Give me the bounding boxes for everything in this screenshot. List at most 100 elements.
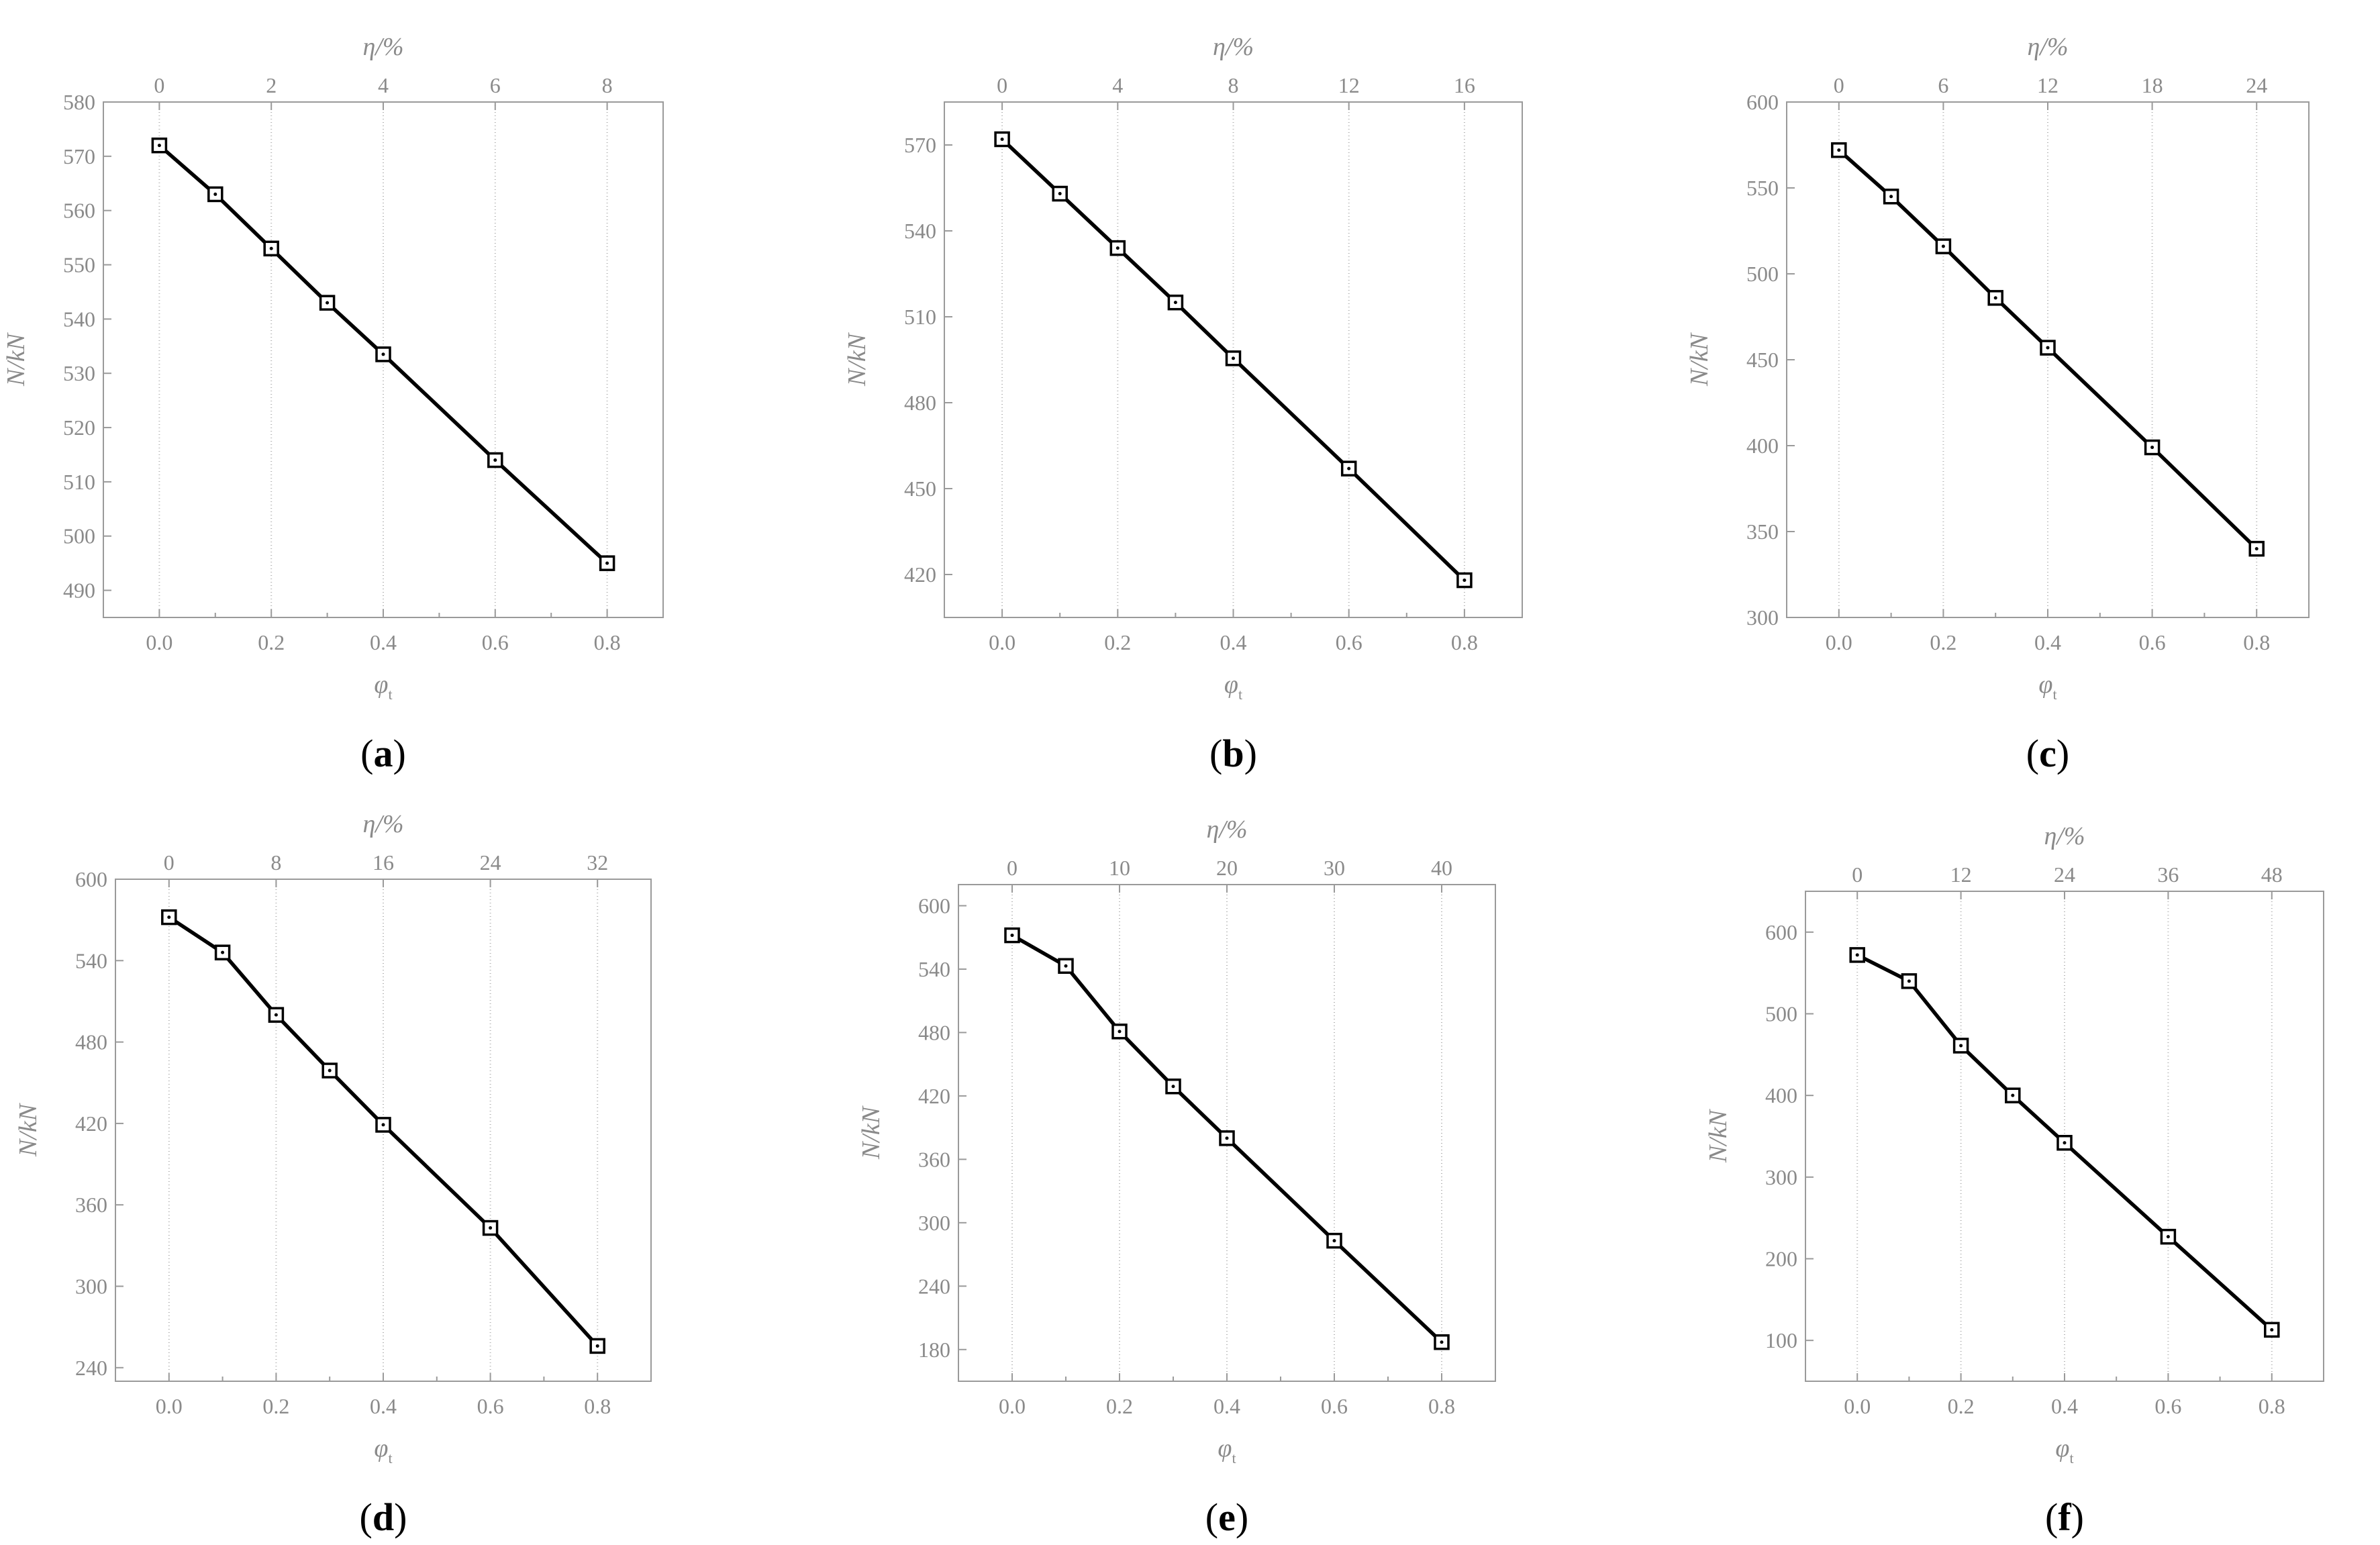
y-tick-label: 500 [63,524,95,548]
y-tick-label: 550 [1746,176,1779,200]
data-point-dot [167,915,171,919]
top-tick-label: 32 [587,850,608,875]
x-axis-title: φt [1224,670,1242,703]
data-point-dot [2270,1328,2274,1332]
data-point-dot [1462,579,1467,583]
panel-label: (c) [2026,732,2069,775]
y-axis-title: N/kN [857,1105,885,1160]
x-tick-label: 0.2 [262,1394,289,1418]
y-tick-label: 400 [1765,1083,1797,1107]
data-point-dot [1118,1030,1122,1034]
y-tick-label: 510 [63,470,95,494]
data-point-dot [1173,301,1177,305]
top-tick-label: 2 [266,73,277,97]
y-tick-label: 240 [918,1274,950,1298]
data-point-dot [2011,1093,2015,1097]
data-point-dot [1000,137,1004,141]
y-tick-label: 570 [904,133,936,157]
y-tick-label: 540 [75,948,107,973]
top-tick-label: 6 [1938,73,1948,97]
y-tick-label: 360 [75,1193,107,1217]
x-axis-title: φt [1218,1434,1236,1466]
data-point-dot [1010,934,1014,938]
x-axis-title: φt [374,670,392,703]
top-tick-label: 8 [1228,73,1239,97]
data-point-dot [213,192,217,196]
y-axis-title: N/kN [2,332,30,387]
x-tick-label: 0.0 [1826,630,1852,654]
top-tick-label: 10 [1109,856,1130,880]
top-tick-label: 8 [602,73,613,97]
y-tick-label: 240 [75,1356,107,1380]
data-point-dot [1064,964,1068,968]
x-tick-label: 0.2 [1948,1394,1975,1418]
y-tick-label: 560 [63,199,95,223]
y-axis-title: N/kN [14,1102,42,1157]
data-point-dot [1347,466,1351,470]
x-tick-label: 0.6 [482,630,509,654]
y-tick-label: 480 [75,1030,107,1054]
data-point-dot [1993,296,1997,300]
y-tick-label: 360 [918,1147,950,1171]
x-tick-label: 0.0 [146,630,172,654]
x-axis-title: φt [2055,1434,2073,1466]
y-tick-label: 600 [1765,920,1797,944]
top-tick-label: 48 [2261,862,2283,887]
y-tick-label: 550 [63,253,95,277]
y-tick-label: 480 [918,1020,950,1044]
top-axis-title: η/% [1206,815,1247,844]
top-tick-label: 30 [1324,856,1345,880]
x-tick-label: 0.6 [1336,630,1362,654]
y-tick-label: 480 [904,391,936,415]
top-tick-label: 0 [1834,73,1844,97]
top-axis-title: η/% [362,33,403,61]
top-tick-label: 36 [2157,862,2179,887]
y-tick-label: 600 [75,867,107,891]
data-point-dot [1889,195,1893,199]
panel-label: (f) [2045,1495,2084,1539]
x-tick-label: 0.6 [2154,1394,2181,1418]
y-tick-label: 400 [1746,434,1779,458]
data-point-dot [274,1013,278,1017]
y-tick-label: 180 [918,1338,950,1362]
y-tick-label: 540 [904,219,936,243]
data-point-dot [381,352,385,356]
x-tick-label: 0.8 [584,1394,611,1418]
data-point-dot [381,1123,385,1127]
y-tick-label: 420 [75,1111,107,1136]
top-tick-label: 4 [378,73,389,97]
x-axis-title: φt [374,1434,392,1466]
data-point-dot [2063,1141,2067,1145]
top-tick-label: 0 [1007,856,1018,880]
x-tick-label: 0.6 [1321,1394,1348,1418]
x-tick-label: 0.4 [1213,1394,1240,1418]
y-tick-label: 600 [918,893,950,917]
data-point-dot [1058,192,1062,196]
data-point-dot [2166,1235,2170,1239]
y-tick-label: 420 [904,562,936,587]
top-tick-label: 0 [997,73,1007,97]
data-point-dot [326,301,330,305]
y-tick-label: 530 [63,361,95,385]
x-tick-label: 0.8 [2243,630,2270,654]
x-tick-label: 0.0 [156,1394,183,1418]
top-tick-label: 12 [1950,862,1972,887]
y-tick-label: 540 [918,957,950,981]
chart-panel-a: 0.0 0.2 0.4 0.6 0.8 0 2 4 6 8 490 500 510 520 530 540 55… [2,33,664,775]
data-point-dot [2046,346,2050,350]
data-point-dot [1907,979,1911,983]
x-tick-label: 0.8 [594,630,621,654]
x-tick-label: 0.0 [999,1394,1026,1418]
x-tick-label: 0.8 [2259,1394,2285,1418]
top-tick-label: 18 [2142,73,2163,97]
chart-panel-e: 0.0 0.2 0.4 0.6 0.8 0 10 20 30 40 180 240 300 360 420 4… [857,815,1496,1539]
panel-label: (a) [360,732,406,775]
data-point-dot [328,1068,332,1073]
y-tick-label: 200 [1765,1247,1797,1271]
data-point-dot [1440,1340,1444,1344]
data-point-dot [1941,244,1945,248]
y-tick-label: 600 [1746,90,1779,114]
x-tick-label: 0.4 [370,1394,397,1418]
panel-label: (b) [1209,732,1257,775]
